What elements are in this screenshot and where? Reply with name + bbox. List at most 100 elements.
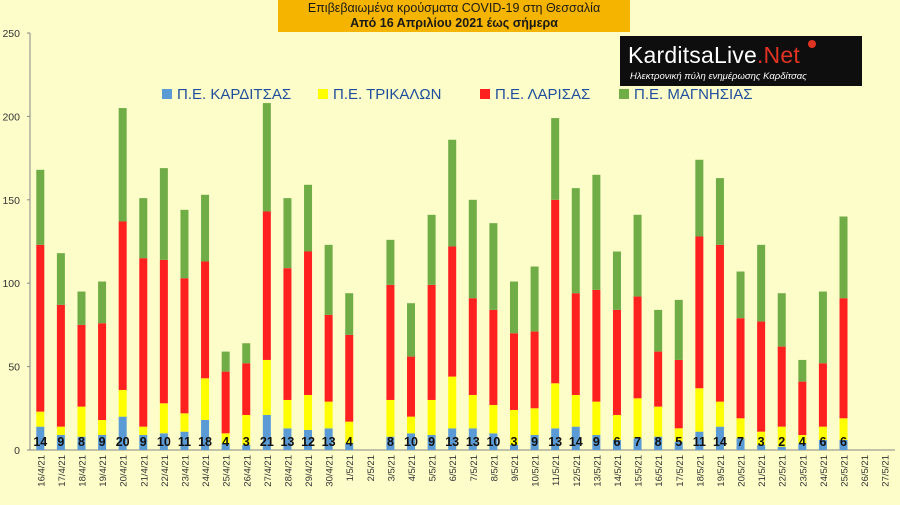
bar-segment-4 <box>56 253 65 305</box>
data-label: 8 <box>387 435 394 449</box>
x-tick-label: 26/4/21 <box>242 455 253 487</box>
bar-segment-3 <box>180 278 189 414</box>
data-label: 13 <box>280 435 294 449</box>
bar-segment-3 <box>242 363 251 415</box>
bar-segment-4 <box>118 108 127 222</box>
data-label: 7 <box>737 435 744 449</box>
bar-segment-4 <box>304 184 313 252</box>
bar-segment-1 <box>818 439 827 450</box>
data-label: 11 <box>178 435 191 449</box>
chart-title-banner: Επιβεβαιωμένα κρούσματα COVID-19 στη Θεσ… <box>278 0 630 32</box>
y-tick-label: 250 <box>2 28 20 40</box>
data-label: 5 <box>675 435 682 449</box>
chart-subtitle: Από 16 Απριλίου 2021 έως σήμερα <box>350 16 558 30</box>
bar-segment-4 <box>798 359 807 382</box>
bar-segment-3 <box>304 251 313 395</box>
data-label: 9 <box>140 435 147 449</box>
bar-segment-3 <box>654 351 663 407</box>
data-label: 2 <box>778 435 785 449</box>
bar-segment-3 <box>427 284 436 400</box>
data-label: 3 <box>511 435 518 449</box>
data-label: 10 <box>157 435 171 449</box>
x-tick-label: 3/5/21 <box>386 455 397 481</box>
x-tick-label: 7/5/21 <box>469 455 480 481</box>
bar-segment-3 <box>139 258 148 427</box>
bar-segment-3 <box>36 244 45 412</box>
legend-swatch <box>318 89 328 99</box>
bar-segment-3 <box>571 293 580 395</box>
bar-segment-4 <box>262 103 271 212</box>
x-tick-label: 27/4/21 <box>263 455 274 487</box>
bar-segment-4 <box>139 198 148 259</box>
bar-segment-2 <box>489 404 498 434</box>
legend-swatch <box>619 89 629 99</box>
bar-segment-4 <box>530 266 539 332</box>
bar-segment-4 <box>283 198 292 269</box>
bar-segment-1 <box>777 446 786 450</box>
bar-segment-2 <box>139 426 148 435</box>
bar-segment-2 <box>98 419 107 435</box>
bar-segment-4 <box>36 169 45 245</box>
bar-segment-2 <box>36 411 45 427</box>
bar-segment-1 <box>242 444 251 450</box>
x-tick-label: 6/5/21 <box>448 455 459 481</box>
bar-segment-1 <box>118 416 127 450</box>
bar-segment-1 <box>633 438 642 450</box>
bar-segment-1 <box>612 439 621 450</box>
legend-swatch <box>480 89 490 99</box>
data-label: 21 <box>260 435 274 449</box>
bar-segment-3 <box>551 199 560 384</box>
x-tick-label: 16/5/21 <box>654 455 665 487</box>
bar-segment-1 <box>36 426 45 450</box>
bar-segment-4 <box>571 188 580 294</box>
bar-segment-3 <box>715 244 724 402</box>
bar-segment-2 <box>839 418 848 440</box>
x-tick-label: 16/4/21 <box>36 455 47 487</box>
x-tick-label: 18/5/21 <box>695 455 706 487</box>
bar-segment-3 <box>757 321 766 432</box>
x-tick-label: 19/4/21 <box>98 455 109 487</box>
x-tick-label: 8/5/21 <box>489 455 500 481</box>
x-tick-label: 25/4/21 <box>222 455 233 487</box>
bar-segment-3 <box>839 298 848 419</box>
x-tick-label: 12/5/21 <box>572 455 583 487</box>
bar-segment-1 <box>98 434 107 450</box>
data-label: 4 <box>222 435 229 449</box>
bar-segment-4 <box>695 159 704 237</box>
bar-segment-4 <box>448 139 457 247</box>
x-tick-label: 19/5/21 <box>716 455 727 487</box>
site-logo: KarditsaLive.Net Ηλεκτρονική πύλη ενημέρ… <box>620 36 862 86</box>
bar-segment-2 <box>345 421 354 444</box>
logo-brand: KarditsaLive.Net <box>628 42 800 68</box>
logo-dot <box>808 40 816 48</box>
y-tick-label: 50 <box>8 362 20 374</box>
bar-segment-2 <box>77 406 86 437</box>
bar-segment-2 <box>201 378 210 420</box>
bar-segment-1 <box>221 443 230 450</box>
bar-segment-3 <box>386 284 395 400</box>
bar-segment-2 <box>592 401 601 435</box>
legend-label: Π.Ε. ΤΡΙΚΑΛΩΝ <box>333 86 441 103</box>
bar-segment-1 <box>283 428 292 450</box>
data-label: 6 <box>819 435 826 449</box>
bar-segment-2 <box>56 426 65 435</box>
bar-segment-1 <box>468 428 477 450</box>
bar-segment-3 <box>201 261 210 379</box>
data-label: 3 <box>243 435 250 449</box>
x-tick-label: 23/5/21 <box>798 455 809 487</box>
x-tick-label: 25/5/21 <box>840 455 851 487</box>
x-tick-label: 1/5/21 <box>345 455 356 481</box>
legend-label: Π.Ε. ΚΑΡΔΙΤΣΑΣ <box>177 86 291 103</box>
bar-segment-3 <box>262 211 271 360</box>
bar-segment-3 <box>798 381 807 435</box>
bar-segment-1 <box>139 434 148 450</box>
bar-segment-2 <box>242 414 251 445</box>
bar-segment-1 <box>56 434 65 450</box>
bar-segment-3 <box>592 289 601 402</box>
data-label: 9 <box>99 435 106 449</box>
bar-segment-3 <box>283 268 292 400</box>
data-label: 4 <box>799 435 806 449</box>
bar-segment-1 <box>674 441 683 450</box>
data-label: 20 <box>116 435 130 449</box>
